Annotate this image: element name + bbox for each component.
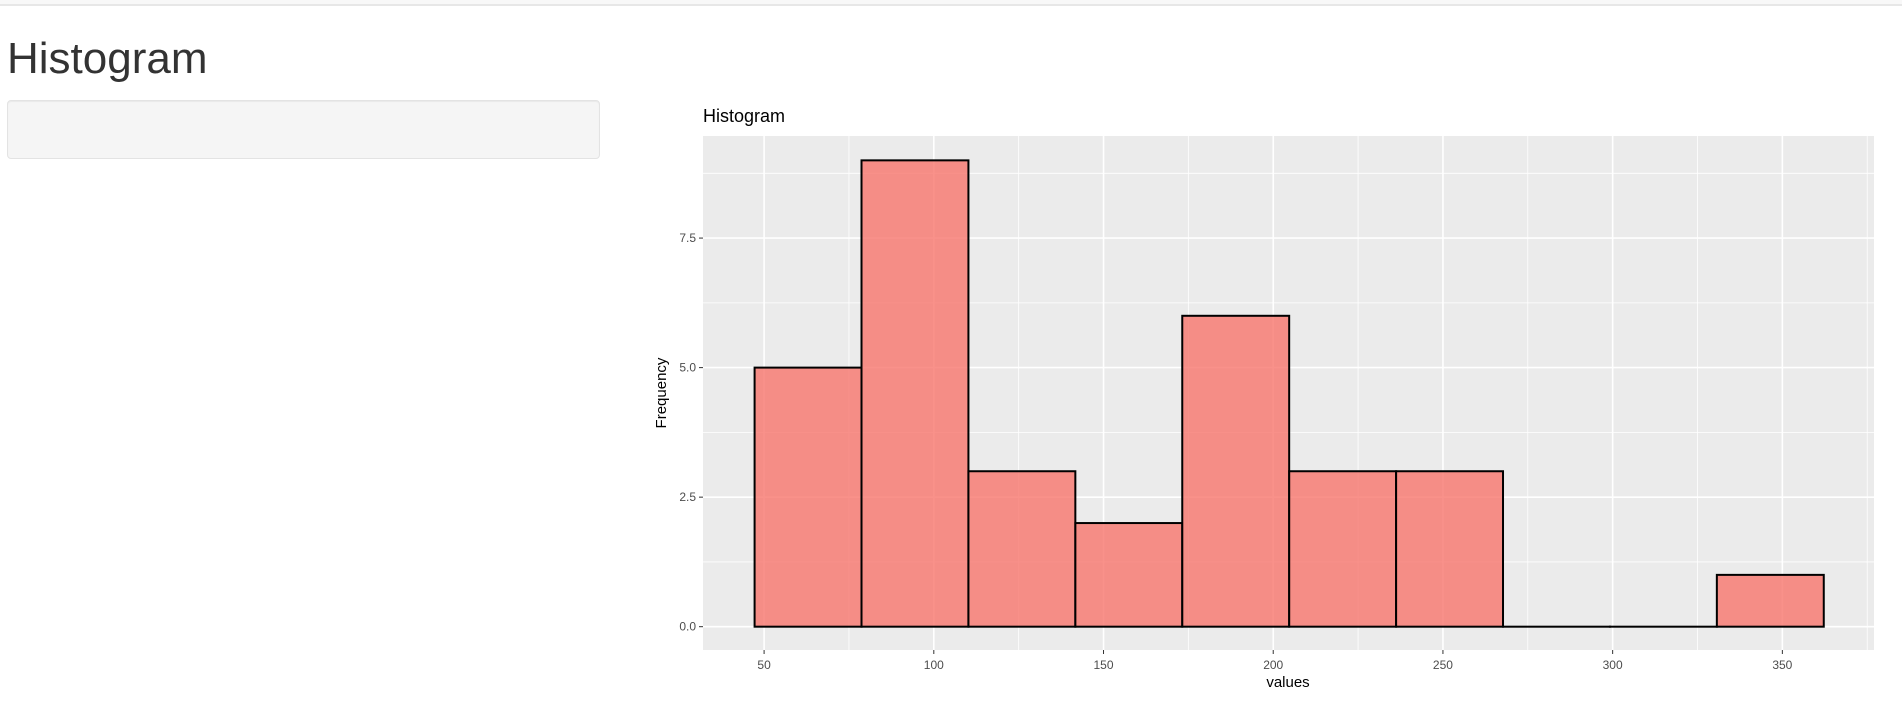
x-tick-label: 350: [1772, 658, 1792, 672]
y-axis-label: Frequency: [653, 357, 670, 428]
y-tick-label: 0.0: [679, 620, 696, 634]
y-tick-label: 2.5: [679, 490, 696, 504]
x-tick-label: 250: [1433, 658, 1453, 672]
sidebar-panel: [7, 100, 600, 159]
x-tick-label: 150: [1094, 658, 1114, 672]
chart-title: Histogram: [703, 106, 785, 126]
histogram-bar: [1395, 470, 1505, 628]
histogram-bar: [967, 470, 1077, 628]
x-tick-label: 100: [924, 658, 944, 672]
x-axis-label: values: [1266, 674, 1309, 691]
histogram-bar: [753, 366, 863, 628]
histogram-bar: [1715, 573, 1825, 628]
y-tick-label: 7.5: [679, 231, 696, 245]
histogram-bar: [1181, 314, 1291, 628]
top-navbar: [0, 0, 1902, 6]
histogram-bar: [860, 159, 970, 628]
x-tick-label: 300: [1603, 658, 1623, 672]
x-tick-label: 50: [757, 658, 771, 672]
x-tick-label: 200: [1263, 658, 1283, 672]
y-tick-label: 5.0: [679, 361, 696, 375]
page-title: Histogram: [7, 34, 208, 83]
histogram-bar: [1288, 470, 1398, 628]
histogram-bar: [1074, 522, 1184, 628]
